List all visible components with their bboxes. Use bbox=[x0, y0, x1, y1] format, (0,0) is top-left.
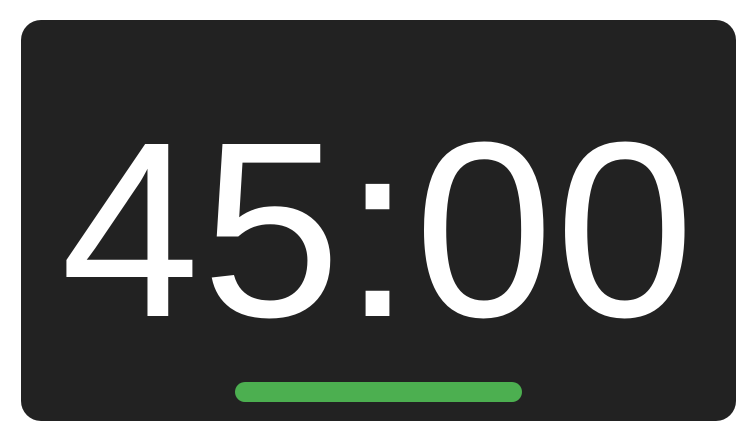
progress-bar-fill bbox=[235, 382, 522, 402]
timer-display: 45:00 bbox=[60, 90, 697, 369]
timer-card: 45:00 bbox=[21, 20, 736, 421]
progress-bar bbox=[235, 382, 522, 402]
